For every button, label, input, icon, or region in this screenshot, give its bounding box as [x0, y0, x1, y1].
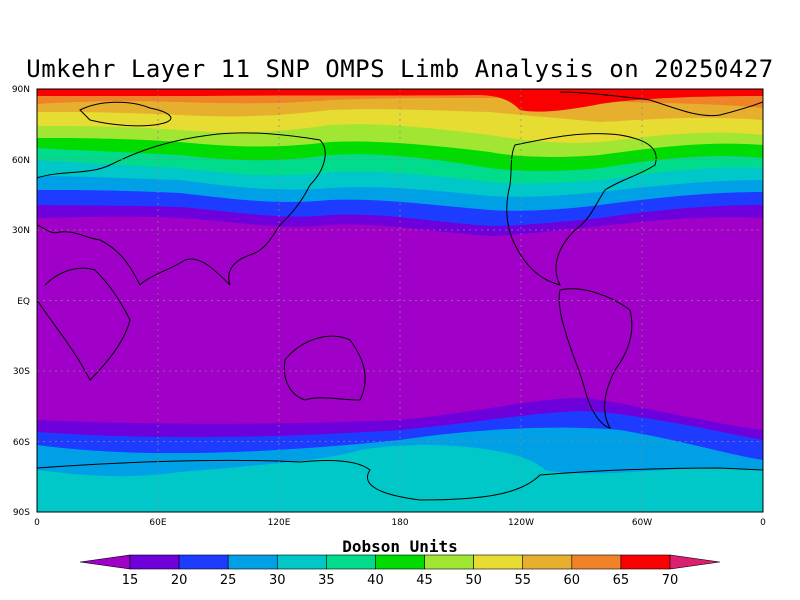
- colorbar-label: 35: [318, 573, 335, 588]
- lat-axis: 90N 60N 30N EQ 30S 60S 90S: [12, 85, 30, 518]
- colorbar-segment: [276, 554, 327, 570]
- colorbar-over-arrow: [669, 554, 721, 570]
- lon-tick: 60W: [632, 518, 652, 528]
- colorbar-segment: [424, 554, 474, 570]
- colorbar-segment: [522, 554, 573, 570]
- colorbar-label: 30: [269, 573, 286, 588]
- lon-tick: 0: [34, 518, 40, 528]
- lon-axis: 0 60E 120E 180 120W 60W 0: [34, 518, 766, 528]
- colorbar-label: 15: [122, 573, 139, 588]
- colorbar-label: 25: [220, 573, 237, 588]
- lat-tick: 30N: [12, 226, 30, 236]
- colorbar-under-arrow: [79, 554, 131, 570]
- band-s-35-40: [37, 445, 763, 512]
- lat-tick: EQ: [17, 297, 30, 307]
- colorbar-label: 60: [564, 573, 581, 588]
- lon-tick: 120W: [508, 518, 534, 528]
- colorbar-segment: [178, 554, 229, 570]
- colorbar-segment: [620, 554, 671, 570]
- lat-tick: 90N: [12, 85, 30, 95]
- band-n-70plus: [37, 89, 763, 112]
- colorbar-label: 20: [171, 573, 188, 588]
- colorbar-segment: [227, 554, 278, 570]
- colorbar-label: 55: [514, 573, 531, 588]
- colorbar-segment: [571, 554, 622, 570]
- lat-tick: 60N: [12, 156, 30, 166]
- map-frame: [36, 88, 764, 513]
- lon-tick: 120E: [268, 518, 291, 528]
- colorbar-label: 40: [367, 573, 384, 588]
- lon-tick: 180: [391, 518, 408, 528]
- colorbar-segment: [326, 554, 376, 570]
- colorbar: 15 20 25 30 35 40 45 50 55 60 65 70: [79, 554, 721, 588]
- lat-tick: 30S: [13, 367, 30, 377]
- lon-tick: 60E: [149, 518, 166, 528]
- colorbar-label: 50: [465, 573, 482, 588]
- colorbar-label: 70: [662, 573, 679, 588]
- colorbar-segment: [375, 554, 425, 570]
- coastlines: [37, 91, 763, 501]
- colorbar-label: 45: [416, 573, 433, 588]
- colorbar-label: 65: [613, 573, 630, 588]
- map-title: Umkehr Layer 11 SNP OMPS Limb Analysis o…: [26, 55, 774, 83]
- band-s-edge: [37, 482, 75, 512]
- lat-tick: 60S: [13, 438, 30, 448]
- grid-lines: [37, 89, 763, 512]
- colorbar-title: Dobson Units: [342, 537, 458, 556]
- colorbar-segment: [129, 554, 180, 570]
- lat-tick: 90S: [13, 508, 30, 518]
- colorbar-segment: [473, 554, 524, 570]
- lon-tick: 0: [760, 518, 766, 528]
